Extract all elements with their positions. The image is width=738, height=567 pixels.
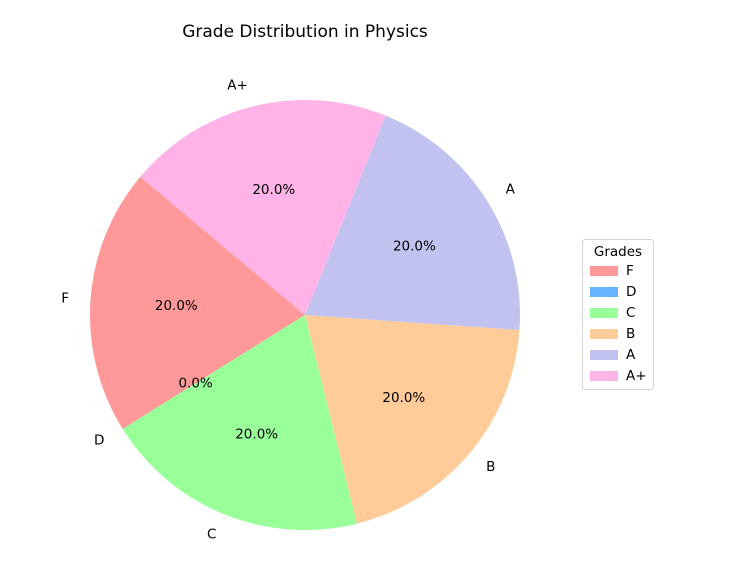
legend-label-b: B	[626, 326, 635, 342]
legend-swatch-b	[590, 329, 618, 339]
legend-swatch-d	[590, 287, 618, 297]
legend-swatch-a-plus	[590, 371, 618, 381]
chart-title: Grade Distribution in Physics	[182, 22, 428, 42]
pie-slices	[90, 99, 520, 530]
pie-slice-a	[305, 115, 520, 330]
percent-label-f: 20.0%	[155, 298, 198, 314]
percent-label-d: 0.0%	[178, 375, 212, 391]
category-label-a: A	[506, 182, 516, 198]
category-label-a-plus: A+	[227, 78, 248, 94]
legend-label-a-plus: A+	[626, 368, 647, 384]
legend-swatch-f	[590, 266, 618, 276]
pie-slice-f	[90, 176, 305, 429]
legend-label-a: A	[626, 347, 636, 363]
percent-label-a: 20.0%	[393, 239, 436, 255]
category-label-b: B	[486, 459, 495, 475]
legend-label-f: F	[626, 263, 634, 279]
pie-slice-c	[122, 315, 358, 530]
pie-slice-b	[305, 315, 520, 524]
category-label-c: C	[207, 526, 216, 542]
percent-labels: 20.0% 0.0% 20.0% 20.0% 20.0% 20.0%	[155, 182, 436, 443]
legend-swatch-c	[590, 308, 618, 318]
legend-title: Grades	[594, 244, 642, 260]
percent-label-b: 20.0%	[382, 390, 425, 406]
category-label-d: D	[94, 432, 104, 448]
category-labels: F D C B A A+	[61, 78, 515, 543]
legend-label-d: D	[626, 284, 636, 300]
legend-label-c: C	[626, 305, 635, 321]
category-label-f: F	[61, 291, 69, 307]
percent-label-a-plus: 20.0%	[252, 182, 295, 198]
pie-slice-a-plus	[140, 99, 386, 315]
percent-label-c: 20.0%	[235, 427, 278, 443]
legend-swatch-a	[590, 350, 618, 360]
